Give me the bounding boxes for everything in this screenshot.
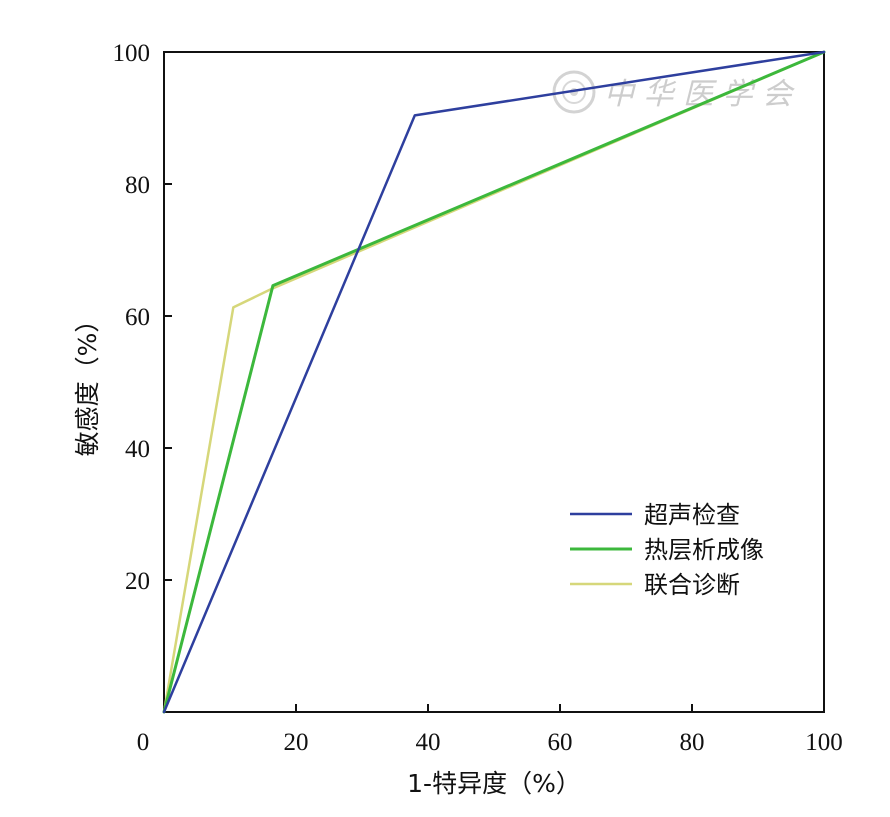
series-lines xyxy=(162,50,826,714)
x-tick-label: 100 xyxy=(805,729,843,756)
x-tick-label: 60 xyxy=(548,729,573,756)
y-tick-label: 40 xyxy=(125,436,150,463)
legend-label-series-1: 超声检查 xyxy=(644,501,740,529)
plot-frame xyxy=(163,51,825,713)
series-line-1 xyxy=(162,50,826,714)
series-line-3 xyxy=(162,50,826,714)
y-tick-label: 100 xyxy=(113,40,151,67)
origin-label: 0 xyxy=(137,729,150,756)
y-tick-label: 60 xyxy=(125,304,150,331)
legend-label-series-3: 联合诊断 xyxy=(644,571,740,599)
y-tick-label: 20 xyxy=(125,568,150,595)
x-tick-label: 40 xyxy=(416,729,441,756)
x-tick-label: 20 xyxy=(284,729,309,756)
y-tick-label: 80 xyxy=(125,172,150,199)
x-axis-title: 1-特异度（%） xyxy=(407,769,581,798)
axis-ticks: 20 40 60 80 100 20 40 60 80 100 xyxy=(113,40,843,756)
y-axis-title: 敏感度（%） xyxy=(73,308,102,457)
series-line-2 xyxy=(162,50,826,714)
legend-label-series-2: 热层析成像 xyxy=(644,536,764,564)
x-tick-label: 80 xyxy=(680,729,705,756)
legend: 超声检查 热层析成像 联合诊断 xyxy=(570,501,764,599)
